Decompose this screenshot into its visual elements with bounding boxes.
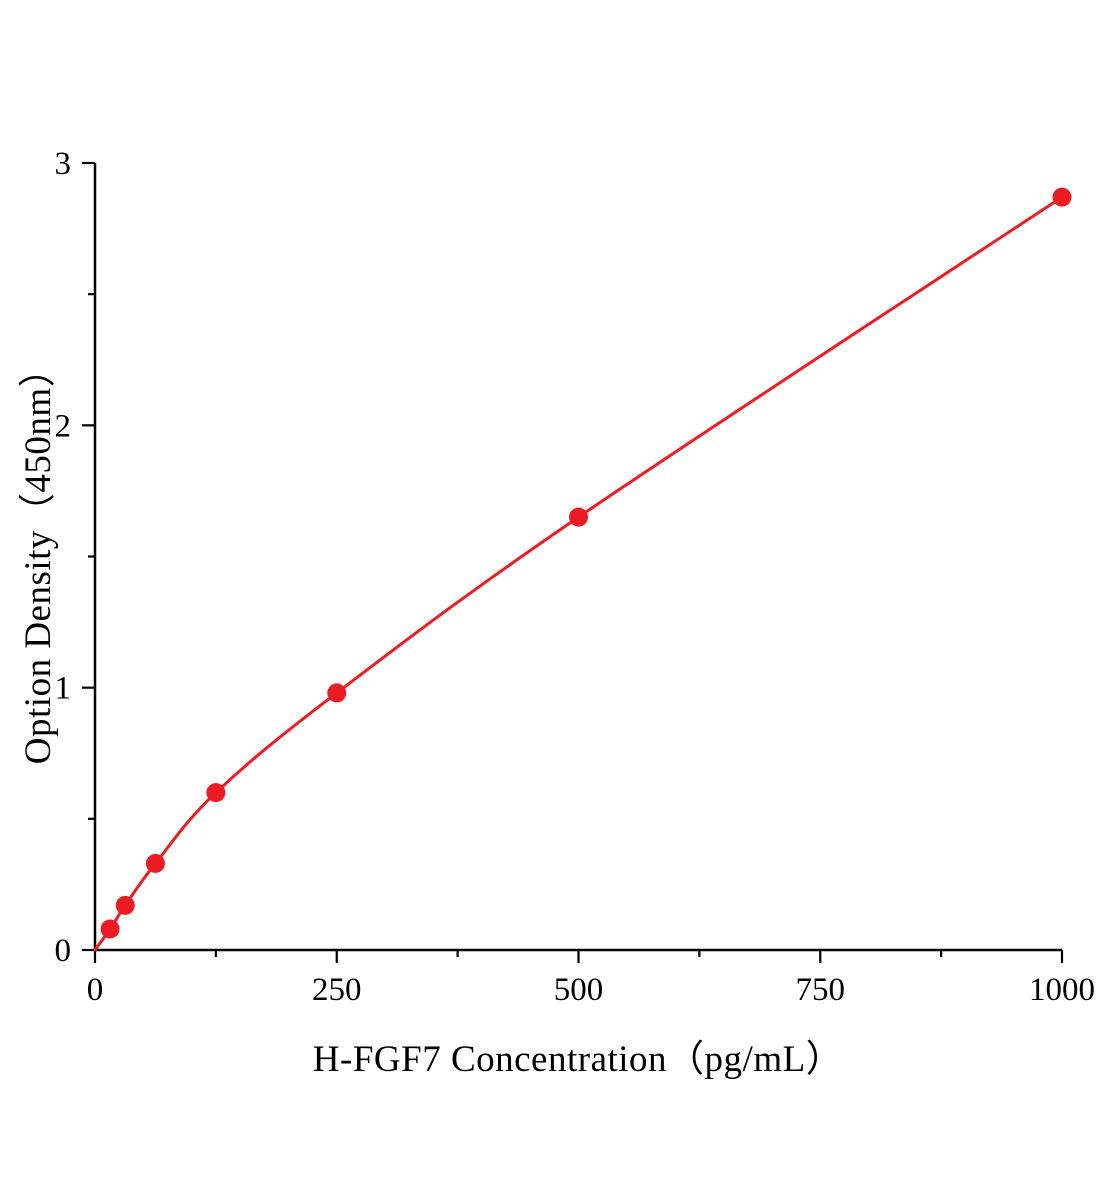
x-tick-label: 500 bbox=[554, 972, 604, 1008]
y-tick-label: 3 bbox=[55, 146, 72, 182]
y-tick-label: 0 bbox=[55, 933, 72, 969]
y-tick-label: 2 bbox=[55, 408, 72, 444]
y-axis-label: Option Density（450nm） bbox=[18, 349, 59, 765]
y-tick-label: 1 bbox=[55, 671, 72, 707]
data-point-marker bbox=[1052, 187, 1072, 207]
data-point-marker bbox=[206, 783, 226, 803]
data-point-marker bbox=[327, 683, 347, 703]
data-point-marker bbox=[100, 919, 120, 939]
data-point-marker bbox=[115, 895, 135, 915]
x-tick-label: 0 bbox=[87, 972, 104, 1008]
standard-curve-line bbox=[93, 195, 1064, 952]
x-tick-label: 250 bbox=[312, 972, 362, 1008]
data-point-marker bbox=[145, 853, 165, 873]
x-axis-label: H-FGF7 Concentration（pg/mL） bbox=[312, 1039, 844, 1080]
data-point-marker bbox=[569, 507, 588, 527]
x-tick-label: 750 bbox=[796, 972, 846, 1008]
x-tick-label: 1000 bbox=[1029, 972, 1095, 1008]
